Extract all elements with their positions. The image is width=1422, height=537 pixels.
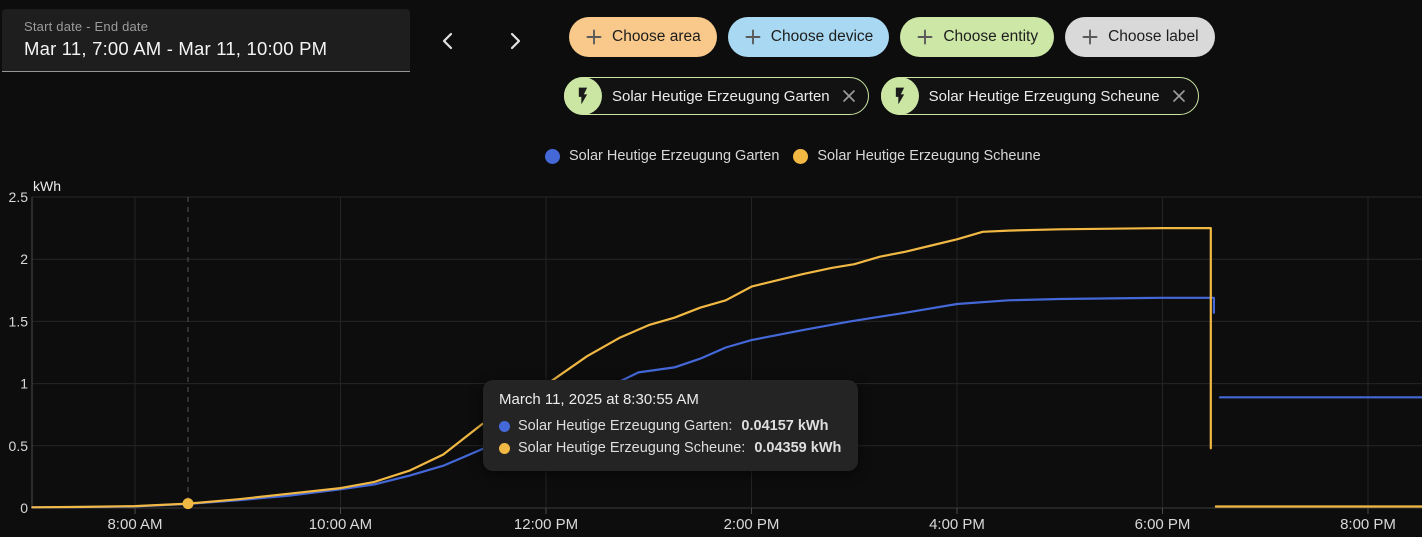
next-period-button[interactable]: [500, 25, 532, 57]
legend-item-scheune[interactable]: Solar Heutige Erzeugung Scheune: [793, 148, 1041, 164]
legend-item-garten[interactable]: Solar Heutige Erzeugung Garten: [545, 148, 779, 164]
svg-text:2: 2: [20, 251, 28, 267]
chart-tooltip: March 11, 2025 at 8:30:55 AM Solar Heuti…: [483, 380, 859, 471]
flash-icon: [880, 77, 919, 115]
svg-text:2.5: 2.5: [9, 189, 29, 205]
selected-entities-row: Solar Heutige Erzeugung Garten Solar Heu…: [564, 77, 1199, 115]
svg-text:6:00 PM: 6:00 PM: [1135, 516, 1191, 533]
choose-entity-chip[interactable]: Choose entity: [900, 17, 1055, 57]
tooltip-timestamp: March 11, 2025 at 8:30:55 AM: [499, 391, 699, 408]
plus-icon: [586, 29, 602, 45]
filter-chips-row: Choose area Choose device Choose entity …: [569, 17, 1215, 57]
series-dot-yellow: [499, 442, 510, 454]
choose-area-chip[interactable]: Choose area: [569, 17, 717, 57]
svg-text:0.5: 0.5: [9, 438, 29, 454]
previous-period-button[interactable]: [431, 25, 463, 57]
date-range-label: Start date - End date: [24, 19, 149, 34]
legend-dot-yellow: [793, 148, 809, 164]
entity-chip-scheune[interactable]: Solar Heutige Erzeugung Scheune: [880, 77, 1199, 115]
svg-text:1.5: 1.5: [9, 313, 29, 329]
svg-text:1: 1: [20, 376, 28, 392]
chip-label: Choose area: [612, 28, 701, 45]
tooltip-value: 0.04359 kWh: [754, 440, 842, 456]
plus-icon: [745, 29, 761, 45]
tooltip-value: 0.04157 kWh: [741, 418, 829, 434]
close-icon[interactable]: [1172, 89, 1186, 103]
entity-chip-garten[interactable]: Solar Heutige Erzeugung Garten: [564, 77, 869, 115]
svg-text:0: 0: [20, 500, 28, 516]
legend-dot-blue: [545, 148, 560, 164]
series-dot-blue: [499, 420, 510, 432]
plus-icon: [1082, 29, 1098, 45]
chip-label: Choose device: [770, 28, 874, 45]
chip-label: Choose entity: [943, 28, 1039, 45]
flash-icon: [564, 77, 602, 115]
entity-chip-label: Solar Heutige Erzeugung Scheune: [928, 87, 1160, 105]
history-chart[interactable]: 0 0.5 1 1.5 2 2.5 8:00 AM 10:00 AM 12:00 PM 2:00 …: [0, 180, 1422, 537]
svg-text:8:00 AM: 8:00 AM: [107, 516, 162, 533]
chevron-right-icon: [510, 32, 521, 50]
legend-label: Solar Heutige Erzeugung Garten: [569, 148, 780, 164]
svg-text:2:00 PM: 2:00 PM: [724, 516, 780, 533]
chip-label: Choose label: [1108, 28, 1199, 45]
svg-text:8:00 PM: 8:00 PM: [1340, 516, 1396, 533]
svg-text:4:00 PM: 4:00 PM: [929, 516, 985, 533]
tooltip-row-scheune: Solar Heutige Erzeugung Scheune: 0.04359…: [499, 437, 841, 459]
svg-text:kWh: kWh: [33, 180, 61, 194]
entity-chip-label: Solar Heutige Erzeugung Garten: [612, 87, 830, 105]
chart-legend: Solar Heutige Erzeugung Garten Solar Heu…: [545, 148, 1041, 164]
chevron-left-icon: [442, 32, 453, 50]
date-range-value: Mar 11, 7:00 AM - Mar 11, 10:00 PM: [24, 38, 328, 59]
svg-text:12:00 PM: 12:00 PM: [514, 516, 578, 533]
tooltip-label: Solar Heutige Erzeugung Garten:: [518, 418, 733, 434]
choose-label-chip[interactable]: Choose label: [1065, 17, 1215, 57]
date-range-picker[interactable]: Start date - End date Mar 11, 7:00 AM - …: [2, 9, 410, 72]
tooltip-label: Solar Heutige Erzeugung Scheune:: [518, 440, 746, 456]
tooltip-row-garten: Solar Heutige Erzeugung Garten: 0.04157 …: [499, 415, 841, 437]
close-icon[interactable]: [842, 89, 856, 103]
choose-device-chip[interactable]: Choose device: [727, 17, 890, 57]
svg-text:10:00 AM: 10:00 AM: [309, 516, 372, 533]
legend-label: Solar Heutige Erzeugung Scheune: [817, 148, 1041, 164]
plus-icon: [917, 29, 933, 45]
